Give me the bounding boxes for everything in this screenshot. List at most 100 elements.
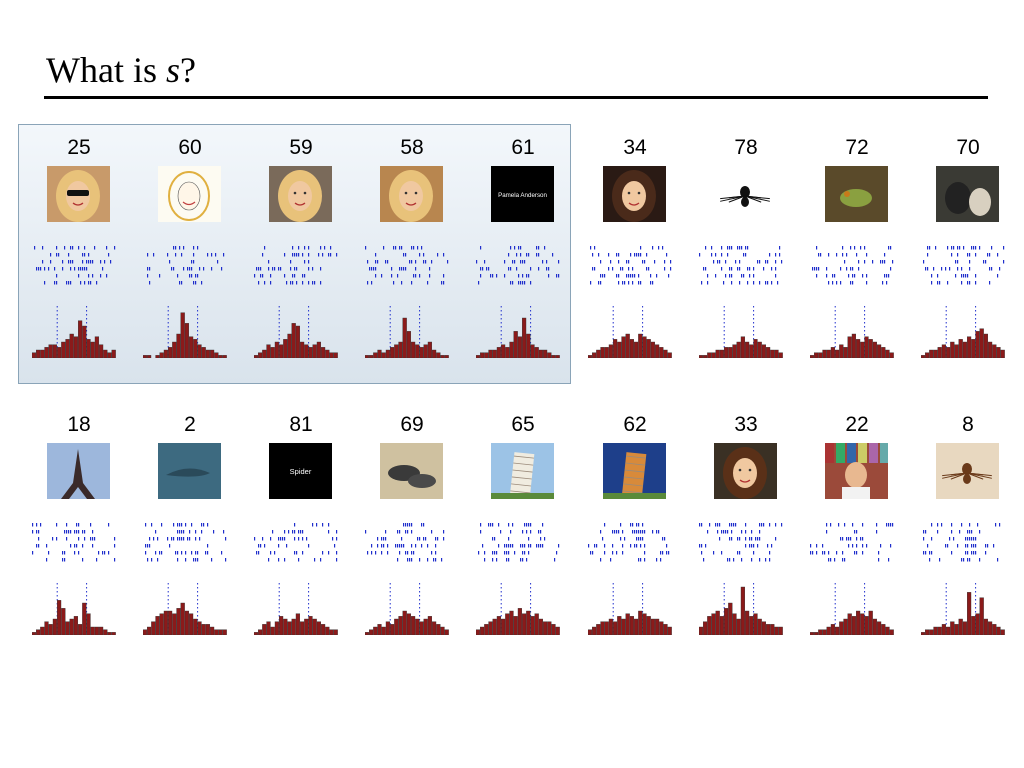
histogram xyxy=(809,306,894,363)
histogram-bar xyxy=(279,616,284,636)
histogram-bar xyxy=(538,618,543,636)
histogram-bar xyxy=(488,621,493,636)
histogram-bar xyxy=(864,616,869,636)
histogram-bar xyxy=(872,341,877,359)
histogram-bar xyxy=(818,352,823,359)
histogram-bar xyxy=(642,336,647,359)
histogram-bar xyxy=(402,317,407,359)
histogram-bar xyxy=(770,349,775,359)
histogram-bar xyxy=(505,347,510,359)
histogram-bar xyxy=(189,613,194,636)
histogram-bar xyxy=(839,621,844,636)
brown-spider-photo-icon xyxy=(936,443,999,499)
histogram-bar xyxy=(856,610,861,636)
histogram-bar xyxy=(423,344,428,359)
histogram-bar xyxy=(364,632,369,636)
histogram-bar xyxy=(600,621,605,636)
histogram-bar xyxy=(860,613,865,636)
histogram-bar xyxy=(406,613,411,636)
histogram-bar xyxy=(373,352,378,359)
histogram-bar xyxy=(534,347,539,359)
histogram-bar xyxy=(851,616,856,636)
histogram-bar xyxy=(749,616,754,636)
histogram-bar xyxy=(822,349,827,359)
histogram-bar xyxy=(987,621,993,636)
stimulus-cell: 34 xyxy=(580,128,690,378)
histogram-bar xyxy=(78,320,83,359)
histogram-bar xyxy=(530,616,535,636)
histogram-bar xyxy=(967,592,972,636)
histogram-bar xyxy=(765,347,771,359)
histogram xyxy=(587,583,672,640)
histogram-bar xyxy=(168,347,173,359)
histogram-bar xyxy=(868,339,873,359)
animals-photo-icon xyxy=(936,166,999,222)
stimulus-text: Spider xyxy=(290,467,312,476)
histogram-bar xyxy=(308,616,313,636)
histogram-bar xyxy=(650,341,655,359)
histogram-bar xyxy=(770,624,775,636)
histogram-bar xyxy=(856,339,861,359)
histogram-bar xyxy=(830,624,835,636)
histogram-bar xyxy=(287,333,292,359)
histogram-bar xyxy=(596,624,601,636)
histogram-bar xyxy=(753,339,758,359)
histogram-bar xyxy=(513,331,518,359)
histogram-bar xyxy=(958,339,963,359)
histogram-bar xyxy=(98,626,104,636)
histogram-bar xyxy=(513,616,518,636)
histogram-bar xyxy=(394,618,399,636)
histogram-bar xyxy=(155,616,160,636)
histogram-bar xyxy=(715,610,720,636)
histogram-bar xyxy=(646,616,651,636)
histogram-bar xyxy=(946,626,951,636)
histogram-bar xyxy=(385,349,390,359)
histogram-bar xyxy=(475,629,480,636)
histogram-bar xyxy=(479,626,485,636)
histogram-bar xyxy=(613,339,618,359)
histogram-bar xyxy=(667,626,672,636)
histogram-bar xyxy=(222,355,227,359)
histogram-bar xyxy=(698,355,703,359)
histogram-bar xyxy=(394,344,399,359)
stimulus-number: 72 xyxy=(845,136,869,159)
raster-plot xyxy=(254,246,338,293)
histogram-bar xyxy=(283,339,288,359)
histogram-bar xyxy=(654,344,660,359)
raster-plot xyxy=(32,523,116,570)
histogram-bar xyxy=(555,626,560,636)
stimulus-number: 2 xyxy=(184,413,196,436)
histogram-bar xyxy=(757,341,762,359)
histogram-bar xyxy=(94,626,99,636)
histogram-bar xyxy=(617,341,622,359)
histogram-bar xyxy=(822,629,827,636)
raster-plot xyxy=(921,523,1005,570)
histogram-bar xyxy=(954,624,959,636)
histogram-bar xyxy=(933,349,938,359)
stimulus-cell: 69 xyxy=(357,405,467,655)
stimulus-cell: 18 xyxy=(24,405,134,655)
histogram-bar xyxy=(979,597,984,636)
histogram-bar xyxy=(479,352,485,359)
histogram xyxy=(142,306,227,363)
histogram-bar xyxy=(587,355,592,359)
histogram-bar xyxy=(924,352,930,359)
histogram-bar xyxy=(52,618,57,636)
histogram-bar xyxy=(35,349,41,359)
histogram-bar xyxy=(73,616,78,636)
histogram-bar xyxy=(929,629,934,636)
histogram-bar xyxy=(702,621,708,636)
histogram-bar xyxy=(492,618,497,636)
histogram-bar xyxy=(711,352,716,359)
histogram-bar xyxy=(659,621,664,636)
histogram-bar xyxy=(423,618,428,636)
histogram-bar xyxy=(937,626,942,636)
histogram-bar xyxy=(889,629,894,636)
raster-plot xyxy=(699,246,783,293)
histogram-bar xyxy=(274,341,279,359)
black-spider-drawing-icon xyxy=(714,166,777,222)
histogram-bar xyxy=(82,602,87,636)
raster-plot xyxy=(810,523,894,570)
histogram-bar xyxy=(295,613,300,636)
histogram-bar xyxy=(475,355,480,359)
